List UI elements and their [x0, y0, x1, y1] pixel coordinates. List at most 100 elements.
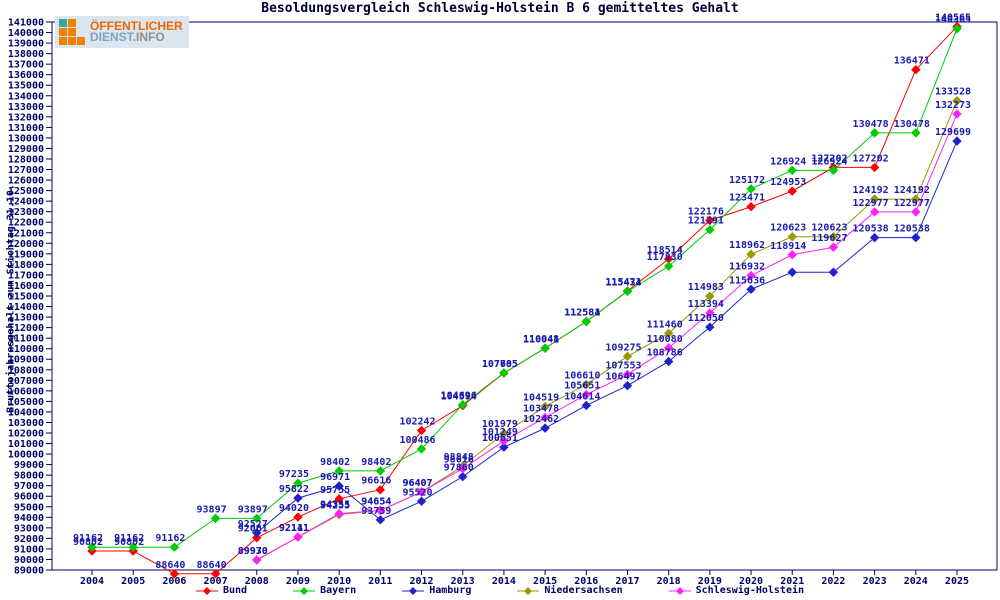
data-point-bayern: [128, 542, 138, 552]
data-label: 110080: [647, 334, 683, 345]
legend-item-bund: Bund: [195, 585, 247, 596]
y-tick-label: 137000: [8, 60, 44, 71]
data-label: 107705: [482, 359, 518, 370]
data-point-hamburg: [911, 232, 921, 243]
legend-marker-icon: [517, 586, 540, 595]
data-label: 92527: [238, 519, 268, 530]
logo-square-icon: [68, 19, 76, 27]
data-point-schleswig-holstein: [828, 242, 839, 252]
data-point-bayern: [416, 444, 427, 454]
y-tick-label: 127000: [8, 165, 44, 176]
data-label: 94654: [361, 496, 391, 507]
logo-squares-icon: [59, 19, 85, 45]
data-label: 97235: [279, 469, 309, 480]
y-tick-label: 129000: [8, 144, 44, 155]
y-tick-label: 124000: [8, 197, 44, 208]
data-point-schleswig-holstein: [293, 532, 303, 542]
legend-item-label: Niedersachsen: [544, 585, 623, 596]
data-point-bayern: [293, 478, 303, 488]
legend-item-label: Hamburg: [429, 585, 472, 596]
data-label: 107553: [605, 360, 641, 371]
y-tick-label: 109000: [8, 355, 44, 366]
data-label: 96407: [402, 478, 432, 489]
data-point-hamburg: [869, 232, 880, 243]
x-tick-label: 2014: [492, 576, 516, 587]
data-point-bayern: [499, 368, 509, 378]
data-point-schleswig-holstein: [911, 207, 921, 217]
data-label: 104519: [523, 392, 559, 403]
x-tick-label: 2023: [863, 576, 887, 587]
y-tick-label: 107000: [8, 376, 44, 387]
data-point-hamburg: [787, 267, 797, 277]
logo-square-empty: [77, 19, 85, 27]
data-label: 120623: [811, 223, 847, 234]
data-point-niedersachsen: [663, 328, 674, 339]
data-label: 126924: [770, 156, 806, 167]
data-label: 96616: [361, 476, 391, 487]
data-point-bund: [375, 485, 386, 495]
y-tick-label: 125000: [8, 186, 44, 197]
data-point-bayern: [210, 513, 221, 524]
data-label: 118962: [729, 240, 765, 251]
data-label: 124192: [853, 185, 889, 196]
data-label: 94355: [320, 500, 350, 511]
site-logo: ÖFFENTLICHER DIENST.INFO: [55, 16, 189, 48]
data-point-niedersachsen: [952, 96, 962, 106]
logo-square-icon: [77, 37, 85, 45]
series-line-bayern: [92, 28, 958, 548]
data-label: 120538: [894, 224, 930, 235]
y-tick-label: 106000: [8, 386, 44, 397]
data-point-niedersachsen: [581, 379, 591, 390]
y-tick-label: 121000: [8, 228, 44, 239]
y-tick-label: 119000: [8, 249, 44, 260]
data-point-schleswig-holstein: [622, 369, 633, 380]
data-point-hamburg: [622, 380, 633, 391]
data-point-bund: [746, 202, 756, 212]
data-label: 108786: [647, 347, 683, 358]
data-label: 126924: [811, 156, 847, 167]
data-label: 95520: [402, 487, 432, 498]
data-point-bund: [169, 569, 180, 579]
data-point-bayern: [952, 23, 962, 34]
data-label: 118914: [770, 241, 806, 252]
data-label: 92141: [279, 523, 309, 534]
data-label: 106610: [564, 370, 600, 381]
legend-item-niedersachsen: Niedersachsen: [517, 585, 623, 596]
data-point-schleswig-holstein: [581, 389, 591, 400]
data-label: 102242: [399, 416, 435, 427]
series-line-hamburg: [256, 140, 958, 534]
data-label: 100651: [482, 433, 518, 444]
data-point-bayern: [663, 261, 674, 271]
data-point-niedersachsen: [869, 194, 880, 204]
x-tick-label: 2010: [327, 576, 351, 587]
data-label: 116932: [729, 262, 765, 273]
x-tick-label: 2007: [204, 576, 228, 587]
legend-marker-icon: [668, 586, 691, 595]
data-point-schleswig-holstein: [252, 555, 262, 565]
data-label: 90802: [73, 537, 103, 548]
data-label: 133528: [935, 87, 971, 98]
logo-square-icon: [68, 37, 76, 45]
data-point-schleswig-holstein: [375, 505, 386, 516]
data-label: 119627: [811, 233, 847, 244]
legend-item-hamburg: Hamburg: [402, 585, 471, 596]
data-point-bayern: [787, 165, 797, 176]
y-tick-label: 134000: [8, 91, 44, 102]
y-tick-label: 101000: [8, 439, 44, 450]
x-tick-label: 2013: [451, 576, 475, 587]
data-point-hamburg: [375, 515, 386, 525]
y-tick-label: 135000: [8, 81, 44, 92]
y-tick-label: 95000: [14, 502, 44, 513]
data-label: 115471: [605, 277, 641, 288]
y-tick-label: 96000: [14, 492, 44, 503]
x-tick-label: 2015: [533, 576, 557, 587]
data-point-niedersachsen: [911, 194, 921, 204]
chart-title: Besoldungsvergleich Schleswig-Holstein B…: [261, 1, 739, 16]
data-label: 107685: [482, 359, 518, 370]
data-point-hamburg: [416, 496, 427, 506]
x-tick-label: 2011: [368, 576, 392, 587]
data-point-bayern: [334, 466, 344, 476]
x-tick-label: 2025: [945, 576, 969, 587]
